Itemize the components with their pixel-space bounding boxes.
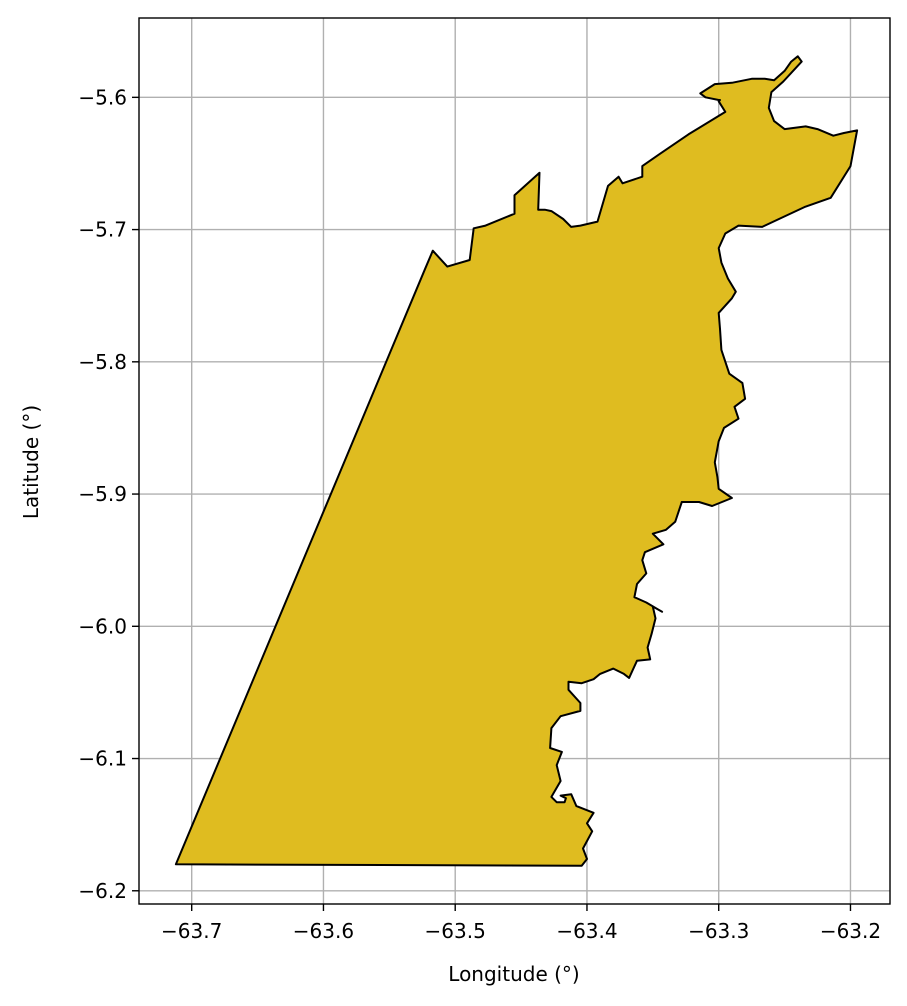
region-polygon	[174, 55, 859, 867]
x-tick-label-5: −63.2	[820, 919, 881, 943]
y-tick-label-1: −5.7	[78, 218, 127, 242]
x-tick-label-4: −63.3	[688, 919, 749, 943]
y-tick-label-3: −5.9	[78, 482, 127, 506]
x-axis-ticks: −63.7 −63.6 −63.5 −63.4 −63.3 −63.2	[161, 904, 881, 943]
y-tick-label-6: −6.2	[78, 879, 127, 903]
plot-frame	[138, 17, 891, 905]
x-tick-label-2: −63.5	[425, 919, 486, 943]
x-tick-label-1: −63.6	[293, 919, 354, 943]
x-tick-label-0: −63.7	[161, 919, 222, 943]
y-tick-label-0: −5.6	[78, 85, 127, 109]
y-tick-label-4: −6.0	[78, 614, 127, 638]
y-tick-label-5: −6.1	[78, 747, 127, 771]
x-tick-label-3: −63.4	[556, 919, 617, 943]
y-axis-label: Latitude (°)	[19, 405, 43, 519]
y-tick-label-2: −5.8	[78, 350, 127, 374]
x-axis-label: Longitude (°)	[448, 962, 579, 986]
y-axis-ticks: −5.6 −5.7 −5.8 −5.9 −6.0 −6.1 −6.2	[78, 85, 139, 903]
